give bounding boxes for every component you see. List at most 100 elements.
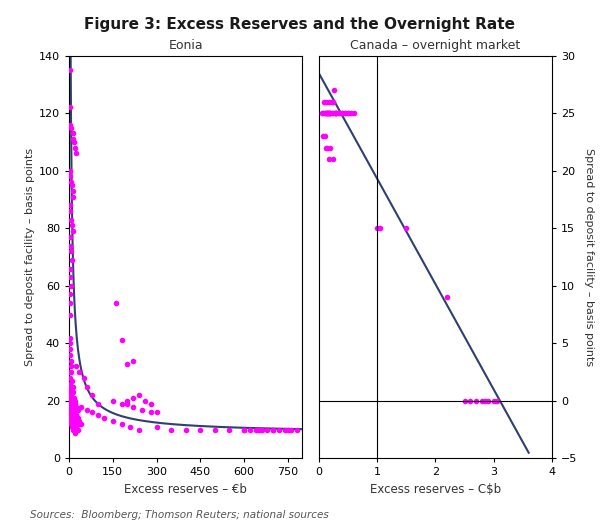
Point	[70, 428, 80, 437]
Point	[65, 290, 74, 299]
Point	[326, 109, 335, 118]
Point	[329, 86, 338, 94]
Point	[66, 420, 76, 428]
Point	[166, 426, 176, 434]
Point	[117, 400, 127, 408]
Point	[71, 422, 81, 431]
Point	[73, 426, 83, 434]
Point	[128, 394, 138, 402]
Point	[128, 356, 138, 365]
Point	[66, 388, 76, 396]
Point	[71, 362, 81, 370]
Point	[111, 299, 121, 307]
Point	[224, 426, 234, 434]
Point	[466, 396, 475, 405]
Point	[74, 417, 84, 425]
Point	[68, 417, 78, 425]
Point	[68, 192, 78, 201]
Point	[489, 396, 499, 405]
Point	[73, 405, 83, 414]
Point	[343, 109, 353, 118]
Point	[68, 388, 78, 396]
Point	[70, 396, 80, 405]
Point	[82, 405, 91, 414]
Point	[65, 382, 75, 391]
Point	[65, 120, 75, 129]
Point	[71, 414, 81, 422]
Point	[326, 109, 335, 118]
Point	[65, 311, 74, 319]
Point	[325, 109, 334, 118]
Point	[82, 382, 91, 391]
Y-axis label: Spread to deposit facility – basis points: Spread to deposit facility – basis point…	[584, 148, 595, 366]
Point	[327, 109, 337, 118]
Point	[323, 109, 333, 118]
Point	[67, 411, 77, 420]
Point	[65, 299, 75, 307]
Point	[483, 396, 493, 405]
Point	[492, 396, 502, 405]
Point	[480, 396, 490, 405]
Point	[372, 224, 382, 233]
Point	[117, 336, 127, 344]
Point	[239, 426, 249, 434]
Point	[181, 426, 190, 434]
Point	[140, 396, 149, 405]
Point	[337, 109, 347, 118]
Point	[319, 132, 328, 140]
Point	[65, 207, 75, 215]
Point	[320, 109, 329, 118]
Point	[323, 109, 332, 118]
Point	[68, 400, 77, 408]
Point	[328, 155, 338, 163]
Point	[74, 420, 84, 428]
Point	[71, 411, 81, 420]
Point	[196, 426, 205, 434]
Text: Figure 3: Excess Reserves and the Overnight Rate: Figure 3: Excess Reserves and the Overni…	[85, 17, 515, 32]
Point	[68, 426, 78, 434]
Point	[268, 426, 278, 434]
Point	[70, 394, 79, 402]
Point	[67, 376, 77, 385]
Title: Eonia: Eonia	[169, 39, 203, 52]
Point	[67, 255, 77, 264]
Point	[330, 109, 340, 118]
Point	[65, 417, 75, 425]
Point	[65, 66, 74, 74]
Point	[245, 426, 254, 434]
Point	[122, 359, 132, 368]
Point	[210, 426, 220, 434]
Point	[326, 109, 335, 118]
Point	[71, 402, 81, 411]
Point	[65, 345, 75, 354]
Point	[320, 132, 329, 140]
Point	[65, 391, 75, 400]
Point	[318, 109, 328, 118]
Point	[322, 109, 332, 118]
Point	[68, 135, 78, 143]
Point	[70, 420, 80, 428]
Point	[401, 224, 411, 233]
Point	[325, 155, 334, 163]
Point	[340, 109, 350, 118]
Point	[128, 402, 138, 411]
Point	[152, 408, 161, 417]
Point	[65, 382, 74, 391]
Point	[67, 391, 76, 400]
Point	[65, 405, 75, 414]
Point	[442, 293, 452, 302]
Point	[292, 426, 301, 434]
Point	[65, 402, 75, 411]
Point	[66, 362, 76, 370]
Point	[68, 382, 77, 391]
Point	[239, 426, 249, 434]
Point	[67, 368, 76, 376]
Title: Canada – overnight market: Canada – overnight market	[350, 39, 520, 52]
Point	[472, 396, 481, 405]
Point	[65, 201, 74, 209]
Point	[330, 109, 340, 118]
Point	[65, 103, 74, 112]
Point	[65, 411, 74, 420]
Point	[67, 221, 77, 229]
Point	[70, 408, 80, 417]
